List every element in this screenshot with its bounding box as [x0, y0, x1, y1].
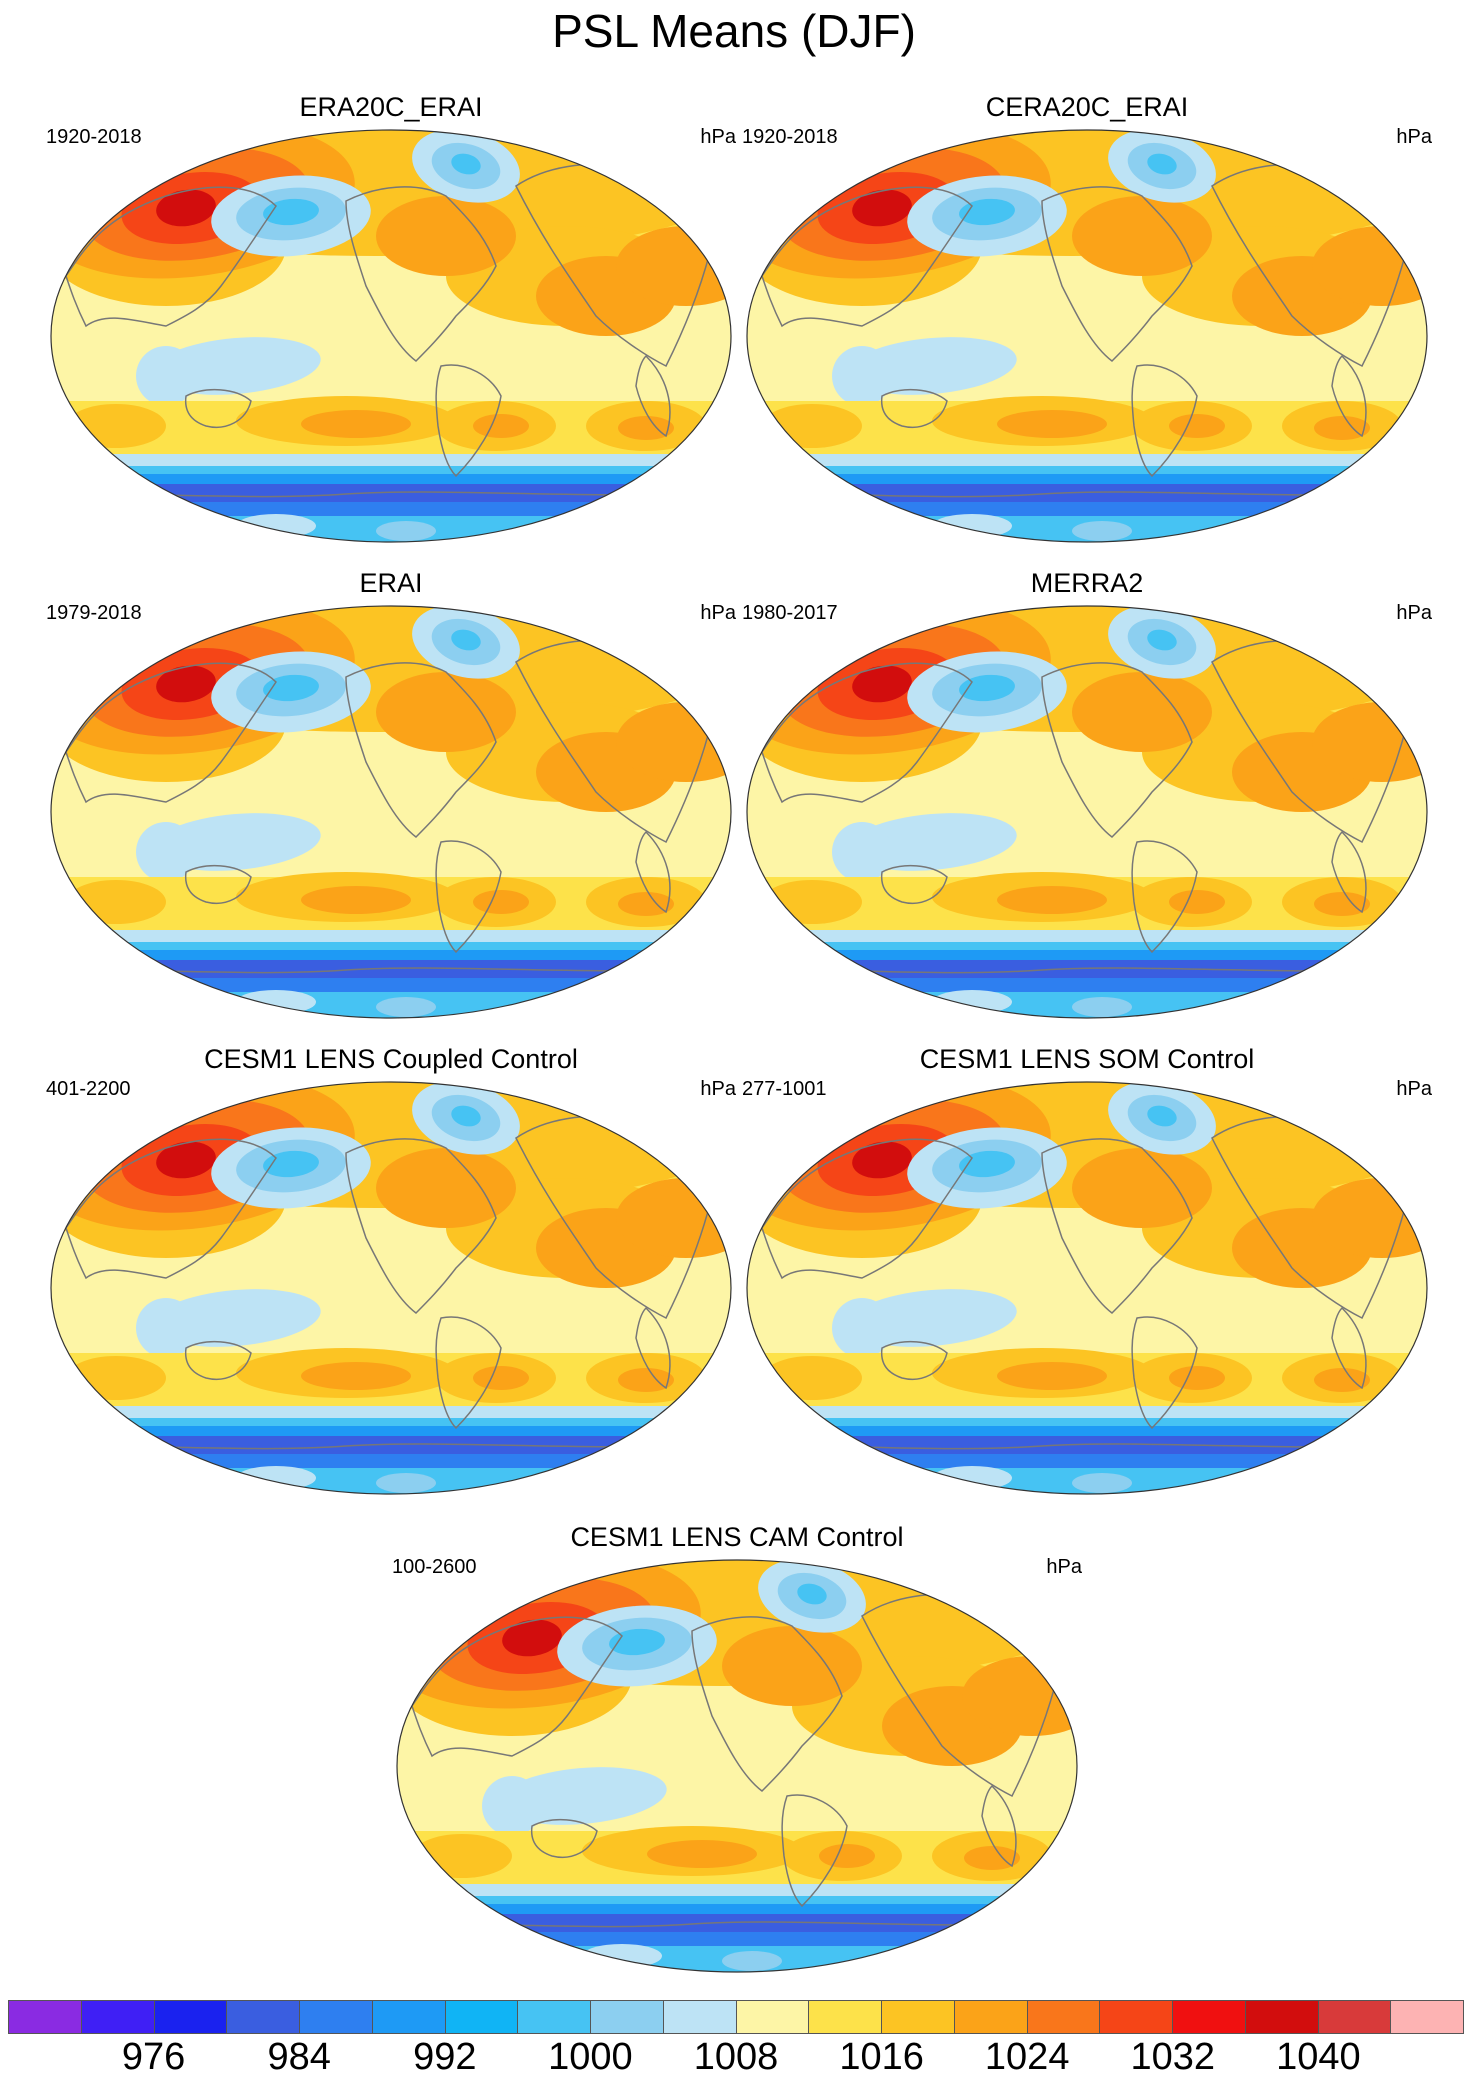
- colorbar-tick-label: 1032: [1130, 2036, 1216, 2078]
- colorbar-segment: [809, 2001, 882, 2033]
- colorbar: [8, 2000, 1464, 2034]
- panel-years: 401-2200: [46, 1078, 131, 1100]
- map-panel: CESM1 LENS Coupled Control 401-2200 hPa: [46, 1044, 736, 1495]
- colorbar-segment: [1173, 2001, 1246, 2033]
- colorbar-tick-label: 984: [267, 2036, 331, 2078]
- panel-units: hPa: [1396, 1078, 1432, 1100]
- colorbar-tick-label: 992: [413, 2036, 477, 2078]
- psl-map: [50, 129, 732, 543]
- colorbar-segment: [518, 2001, 591, 2033]
- panel-years: 100-2600: [392, 1556, 477, 1578]
- colorbar-segment: [591, 2001, 664, 2033]
- panel-units: hPa: [1046, 1556, 1082, 1578]
- psl-map: [746, 129, 1428, 543]
- panel-title: CESM1 LENS Coupled Control: [204, 1044, 578, 1074]
- page-title: PSL Means (DJF): [552, 5, 916, 57]
- panel-years: 1920-2018: [46, 126, 142, 148]
- panel-title: CESM1 LENS CAM Control: [570, 1522, 904, 1552]
- colorbar-tick-label: 1016: [839, 2036, 924, 2078]
- map-panel: MERRA2 1980-2017 hPa: [742, 568, 1432, 1019]
- panel-title: MERRA2: [1030, 568, 1144, 598]
- colorbar-segment: [81, 2001, 155, 2033]
- map-panel: CERA20C_ERAI 1920-2018 hPa: [742, 92, 1432, 543]
- colorbar-tick-label: 1000: [548, 2036, 633, 2078]
- panel-units: hPa: [700, 126, 736, 148]
- colorbar-segment: [1318, 2001, 1392, 2033]
- colorbar-segment: [1100, 2001, 1173, 2033]
- colorbar-segment: [882, 2001, 955, 2033]
- colorbar-tick-label: 976: [121, 2036, 186, 2078]
- colorbar-labels: 976 984 992 1000 1008 1016 1024 1032 1040: [8, 2034, 1464, 2082]
- colorbar-segment: [9, 2001, 82, 2033]
- psl-map: [50, 605, 732, 1019]
- colorbar-segment: [663, 2001, 737, 2033]
- panel-years: 1920-2018: [742, 126, 838, 148]
- colorbar-tick-label: 1040: [1276, 2036, 1361, 2078]
- panel-units: hPa: [700, 1078, 736, 1100]
- panel-years: 1980-2017: [742, 602, 838, 624]
- colorbar-segment: [736, 2001, 810, 2033]
- psl-map: [50, 1081, 732, 1495]
- panel-title: CESM1 LENS SOM Control: [919, 1044, 1255, 1074]
- panel-units: hPa: [1396, 126, 1432, 148]
- panel-title: ERA20C_ERAI: [299, 92, 483, 122]
- colorbar-tick-label: 1008: [693, 2036, 779, 2078]
- colorbar-segment: [1245, 2001, 1319, 2033]
- panel-units: hPa: [700, 602, 736, 624]
- map-panel: CESM1 LENS CAM Control 100-2600 hPa: [392, 1522, 1082, 1973]
- colorbar-segment: [227, 2001, 300, 2033]
- panel-years: 1979-2018: [46, 602, 142, 624]
- panel-title: CERA20C_ERAI: [985, 92, 1189, 122]
- panel-years: 277-1001: [742, 1078, 827, 1100]
- colorbar-segment: [1027, 2001, 1101, 2033]
- colorbar-segment: [1391, 2001, 1463, 2033]
- psl-map: [746, 1081, 1428, 1495]
- map-panel: CESM1 LENS SOM Control 277-1001 hPa: [742, 1044, 1432, 1495]
- map-panel: ERA20C_ERAI 1920-2018 hPa: [46, 92, 736, 543]
- psl-map: [396, 1559, 1078, 1973]
- psl-map: [746, 605, 1428, 1019]
- colorbar-segment: [445, 2001, 519, 2033]
- colorbar-segment: [300, 2001, 373, 2033]
- colorbar-segment: [372, 2001, 446, 2033]
- map-panel: ERAI 1979-2018 hPa: [46, 568, 736, 1019]
- panel-title: ERAI: [359, 568, 423, 598]
- colorbar-segment: [154, 2001, 228, 2033]
- colorbar-segment: [954, 2001, 1028, 2033]
- colorbar-tick-label: 1024: [984, 2036, 1070, 2078]
- panel-units: hPa: [1396, 602, 1432, 624]
